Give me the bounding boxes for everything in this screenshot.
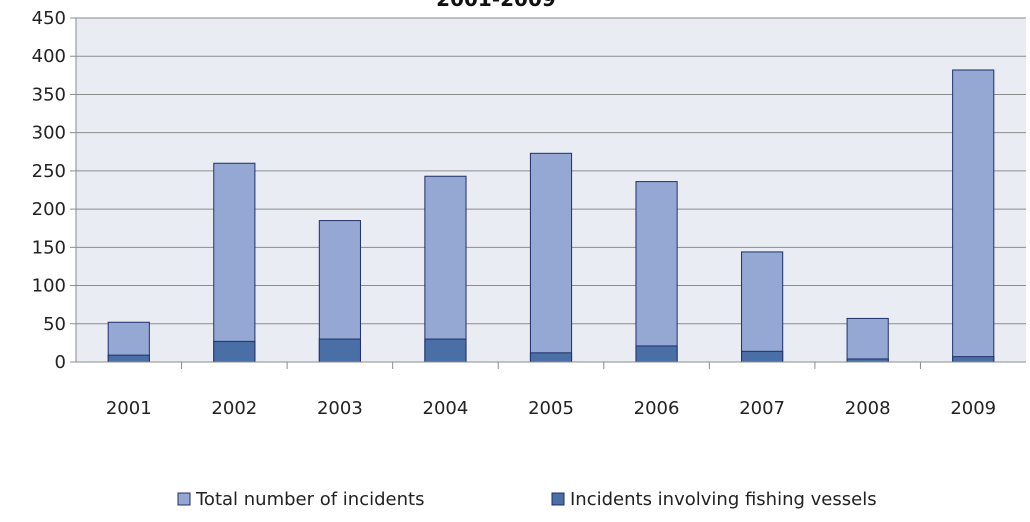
bar-total-2005 bbox=[529, 152, 573, 363]
x-tick-label: 2004 bbox=[423, 398, 469, 419]
x-tick-label: 2006 bbox=[634, 398, 680, 419]
y-tick-label: 350 bbox=[32, 84, 66, 105]
legend-label-total: Total number of incidents bbox=[195, 489, 424, 510]
bar-fishing-2004 bbox=[424, 338, 467, 363]
bar-fishing-2009 bbox=[952, 356, 995, 363]
y-tick-label: 100 bbox=[32, 276, 66, 297]
bar-total-2007 bbox=[741, 251, 784, 363]
chart-title: 2001-2009 bbox=[436, 0, 556, 11]
legend-swatch-fishing bbox=[551, 492, 565, 506]
x-tick-label: 2008 bbox=[845, 398, 891, 419]
legend-swatch-total bbox=[177, 492, 191, 506]
bar-total-2002 bbox=[213, 162, 256, 363]
y-tick-label: 400 bbox=[32, 46, 66, 67]
x-tick-label: 2007 bbox=[739, 398, 785, 419]
x-tick-label: 2003 bbox=[317, 398, 363, 419]
y-tick-label: 150 bbox=[32, 237, 66, 258]
y-tick-label: 450 bbox=[32, 8, 66, 29]
bar-fishing-2003 bbox=[318, 338, 361, 363]
bars bbox=[107, 69, 995, 363]
bar-fishing-2006 bbox=[635, 345, 678, 363]
y-tick-label: 0 bbox=[55, 352, 66, 373]
y-tick-label: 300 bbox=[32, 123, 66, 144]
x-tick-label: 2009 bbox=[950, 398, 996, 419]
bar-fishing-2001 bbox=[107, 354, 150, 363]
bar-fishing-2007 bbox=[741, 350, 784, 363]
bar-fishing-2005 bbox=[529, 352, 573, 363]
x-tick-label: 2005 bbox=[528, 398, 574, 419]
y-tick-label: 250 bbox=[32, 161, 66, 182]
axes: 0 50 100 150 200 250 300 350 400 450 2001 2002 2003 2… bbox=[32, 8, 1026, 419]
bar-fishing-2002 bbox=[213, 340, 256, 363]
bar-total-2009 bbox=[952, 69, 995, 363]
legend-label-fishing: Incidents involving fishing vessels bbox=[570, 489, 877, 510]
bar-total-2006 bbox=[635, 181, 678, 363]
x-tick-label: 2002 bbox=[211, 398, 257, 419]
bar-total-2008 bbox=[846, 317, 889, 363]
legend: Total number of incidents Incidents invo… bbox=[177, 489, 877, 510]
x-tick-label: 2001 bbox=[106, 398, 152, 419]
y-tick-label: 200 bbox=[32, 199, 66, 220]
y-tick-label: 50 bbox=[43, 314, 66, 335]
bar-total-2004 bbox=[424, 175, 467, 363]
